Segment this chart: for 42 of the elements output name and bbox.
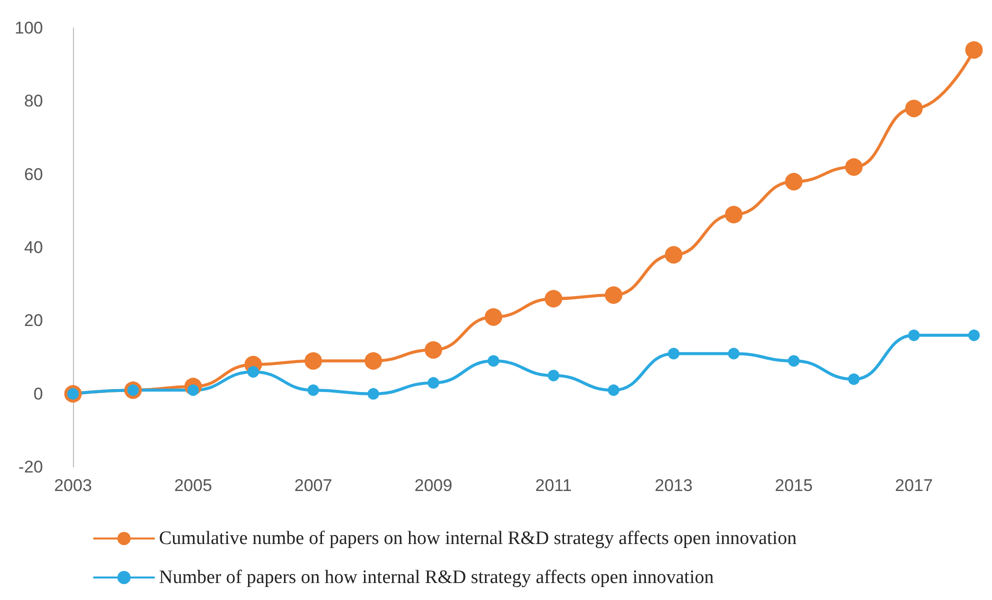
- point: [544, 290, 562, 308]
- x-tick-label: 2003: [54, 476, 92, 495]
- point: [304, 352, 322, 370]
- x-tick-label: 2017: [895, 476, 933, 495]
- y-tick-label: 80: [24, 92, 43, 111]
- y-tick-label: 0: [34, 384, 43, 404]
- point: [968, 330, 980, 342]
- legend-label: Number of papers on how internal R&D strategy affects open innovation: [159, 567, 714, 588]
- y-tick-label: 100: [14, 18, 43, 38]
- point: [548, 370, 560, 382]
- point: [785, 172, 803, 190]
- point: [668, 348, 680, 360]
- point: [364, 352, 382, 370]
- point: [308, 384, 320, 396]
- y-tick-label: 20: [24, 311, 43, 330]
- point: [428, 377, 440, 389]
- x-tick-label: 2011: [535, 476, 572, 495]
- point: [368, 388, 380, 400]
- y-tick-label: 60: [24, 164, 43, 184]
- point: [608, 384, 620, 396]
- x-tick-label: 2013: [654, 476, 693, 495]
- point: [604, 286, 622, 304]
- y-tick-label: -20: [18, 458, 43, 476]
- point: [908, 330, 920, 342]
- point: [484, 308, 502, 326]
- y-tick-label: 40: [24, 238, 43, 257]
- point: [845, 158, 863, 176]
- point: [905, 100, 923, 118]
- x-tick-label: 2009: [414, 476, 452, 495]
- point: [728, 348, 740, 360]
- point: [725, 206, 742, 224]
- point: [664, 246, 682, 264]
- point: [965, 41, 983, 59]
- x-tick-label: 2005: [174, 476, 212, 495]
- point: [247, 366, 259, 378]
- point: [488, 355, 500, 367]
- x-tick-label: 2015: [774, 476, 813, 495]
- legend-label: Cumulative numbe of papers on how internal R&D strategy affects open innovation: [159, 528, 798, 549]
- point: [788, 355, 800, 367]
- point: [424, 341, 442, 359]
- point: [848, 373, 860, 385]
- x-tick-label: 2007: [294, 476, 332, 495]
